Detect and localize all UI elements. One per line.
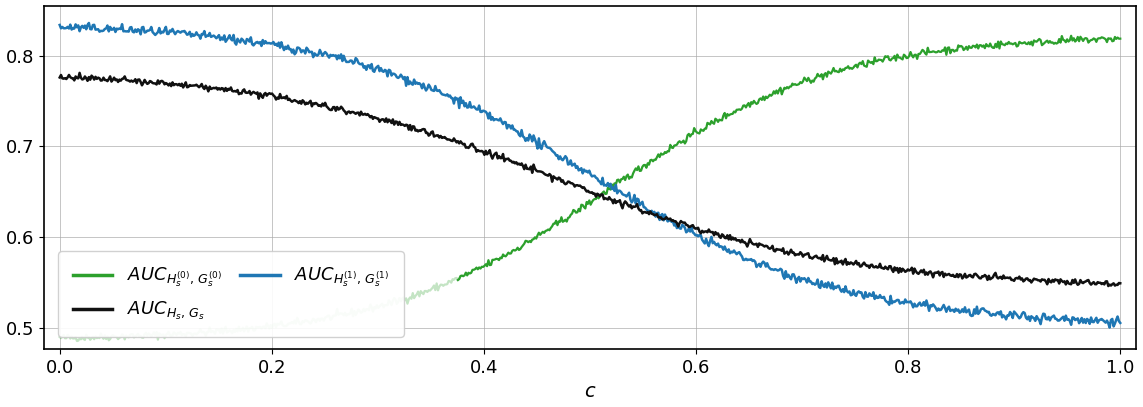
X-axis label: c: c: [584, 383, 596, 401]
Legend: $AUC_{H_s^{(0)},\, G_s^{(0)}}$, $AUC_{H_s,\, G_s}$, $AUC_{H_s^{(1)},\, G_s^{(1)}: $AUC_{H_s^{(0)},\, G_s^{(0)}}$, $AUC_{H_…: [58, 252, 403, 337]
